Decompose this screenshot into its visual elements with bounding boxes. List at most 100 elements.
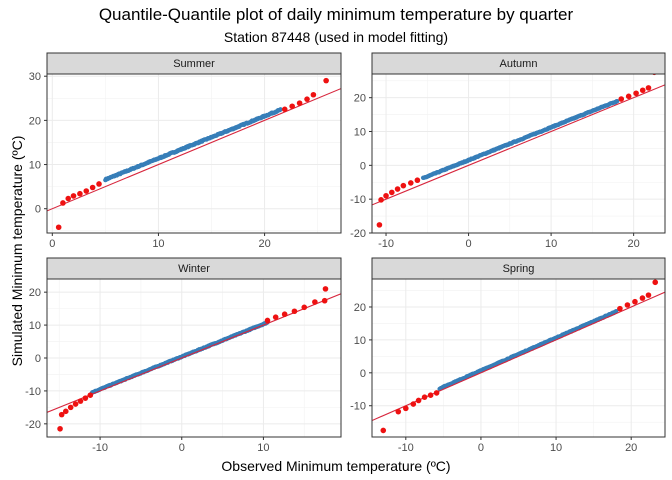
x-tick-label: -10	[378, 238, 394, 250]
panel-border-summer	[46, 73, 342, 234]
tail-point	[625, 93, 632, 100]
panel-winter: Winter -10 0 10 -20 -10 0 10 20	[25, 257, 342, 454]
tail-point	[624, 302, 631, 308]
x-tick-label: 10	[257, 442, 269, 454]
tail-point	[389, 189, 395, 196]
tail-point	[301, 304, 308, 311]
tail-point	[427, 392, 434, 399]
strip-label-spring: Spring	[503, 263, 535, 275]
tail-point	[296, 100, 303, 106]
tail-point	[67, 404, 74, 411]
y-tick-label: 10	[29, 320, 41, 332]
tail-point	[433, 390, 440, 396]
tail-point	[639, 295, 646, 301]
tail-point	[281, 106, 288, 113]
tail-point	[645, 292, 652, 298]
panel-spring: Spring -10 0 10 20 -10 0 10 20	[350, 257, 666, 454]
tail-point	[82, 395, 89, 401]
tail-point	[60, 200, 66, 206]
tail-point	[83, 188, 90, 194]
y-tick-label: 10	[29, 160, 41, 172]
chart-subtitle: Station 87448 (used in model fitting)	[223, 29, 449, 45]
tail-point	[312, 299, 318, 305]
strip-label-winter: Winter	[178, 263, 210, 275]
y-tick-label: 20	[354, 302, 366, 314]
panel-autumn: Autumn -10 0 10 20 -20 -10 0 10 20	[350, 52, 666, 250]
y-tick-label: -20	[25, 419, 41, 431]
y-tick-label: 10	[354, 335, 366, 347]
reference-line-winter	[47, 293, 341, 413]
tail-point	[414, 177, 421, 184]
tail-point	[639, 87, 646, 94]
tail-point	[289, 103, 295, 110]
tail-point	[70, 193, 77, 199]
tail-point	[380, 427, 387, 434]
x-tick-label: 20	[628, 238, 640, 250]
x-tick-label: 10	[545, 238, 557, 250]
panel-border-autumn	[371, 73, 666, 234]
x-tick-label: 0	[478, 442, 484, 454]
tail-point	[632, 298, 638, 305]
tail-point	[633, 90, 639, 97]
y-tick-label: 20	[29, 115, 41, 127]
tail-point	[410, 401, 417, 407]
x-tick-label: 20	[258, 238, 270, 250]
reference-line-autumn	[372, 84, 665, 206]
panel-border-spring	[371, 278, 666, 438]
tail-point	[65, 195, 72, 202]
y-tick-label: -10	[350, 194, 366, 206]
y-tick-label: -10	[25, 386, 41, 398]
x-tick-label: 20	[625, 442, 637, 454]
y-tick-label: -10	[350, 401, 366, 413]
x-tick-label: 10	[152, 238, 164, 250]
y-tick-label: 0	[35, 204, 41, 216]
tail-point	[77, 398, 84, 404]
tail-point	[321, 297, 328, 304]
tail-point	[421, 394, 428, 400]
strip-label-summer: Summer	[173, 58, 215, 70]
tail-point	[58, 411, 65, 418]
y-tick-label: 30	[29, 71, 41, 83]
y-tick-label: 0	[35, 353, 41, 365]
tail-point	[378, 197, 384, 203]
x-tick-label: 0	[49, 238, 55, 250]
tail-point	[304, 96, 310, 102]
tail-point	[645, 85, 652, 91]
tail-point	[407, 180, 414, 186]
tail-point	[403, 405, 409, 412]
tail-point	[87, 392, 94, 399]
tail-point	[400, 182, 407, 189]
tail-point	[55, 224, 62, 231]
x-tick-label: -10	[92, 442, 108, 454]
x-tick-label: 0	[179, 442, 185, 454]
chart-title: Quantile-Quantile plot of daily minimum …	[98, 5, 574, 24]
gridlines-spring	[372, 279, 665, 437]
tail-point	[383, 192, 389, 199]
tail-point	[89, 184, 96, 191]
tail-point	[617, 305, 623, 312]
tail-point	[77, 190, 83, 197]
tail-point	[72, 401, 79, 407]
tail-point	[395, 408, 402, 415]
tail-point	[62, 408, 69, 415]
x-axis-label: Observed Minimum temperature (ºC)	[221, 458, 451, 474]
tail-point	[376, 222, 383, 228]
y-tick-label: 10	[354, 127, 366, 139]
x-tick-label: 0	[466, 238, 472, 250]
tail-point	[652, 279, 659, 286]
center-point	[613, 308, 619, 314]
tail-point	[415, 397, 422, 404]
y-tick-label: 0	[360, 368, 366, 380]
center-point	[614, 98, 620, 104]
tail-point	[264, 317, 271, 324]
tail-point	[394, 186, 401, 192]
tail-point	[618, 96, 625, 102]
tail-point	[323, 77, 329, 84]
strip-label-autumn: Autumn	[500, 58, 538, 70]
y-tick-label: 20	[354, 93, 366, 105]
tail-point	[310, 91, 317, 98]
y-tick-label: 0	[360, 160, 366, 172]
tail-point	[281, 311, 288, 318]
tail-point	[96, 181, 102, 187]
